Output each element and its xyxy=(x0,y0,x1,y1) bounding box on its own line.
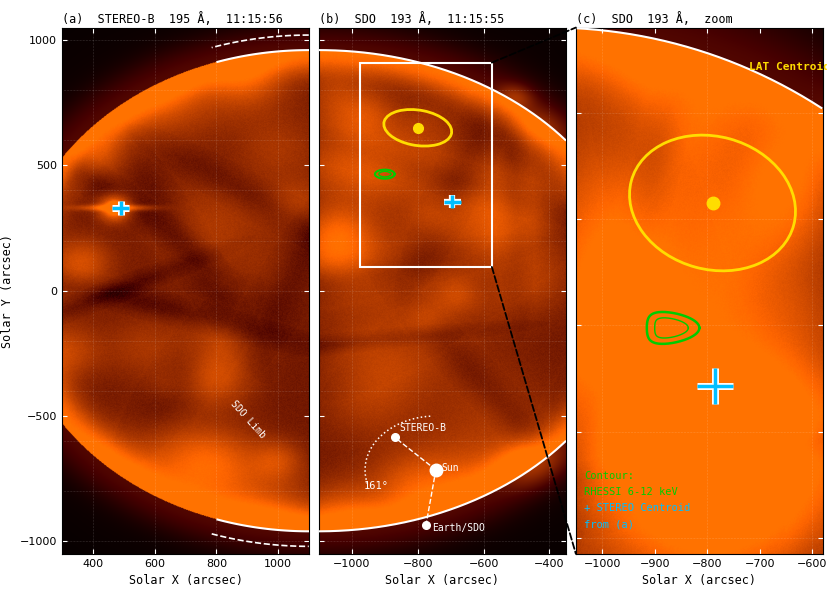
Text: + STEREO Centroid: + STEREO Centroid xyxy=(584,503,690,513)
Y-axis label: Solar Y (arcsec): Solar Y (arcsec) xyxy=(1,234,14,348)
Text: (b)  SDO  193 Å,  11:15:55: (b) SDO 193 Å, 11:15:55 xyxy=(319,12,504,26)
Text: Contour:: Contour: xyxy=(584,471,633,482)
X-axis label: Solar X (arcsec): Solar X (arcsec) xyxy=(128,574,242,588)
Text: LAT Centroid: LAT Centroid xyxy=(749,62,827,72)
Text: from (a): from (a) xyxy=(584,519,633,529)
Bar xyxy=(360,62,492,267)
X-axis label: Solar X (arcsec): Solar X (arcsec) xyxy=(385,574,500,588)
Text: Earth/SDO: Earth/SDO xyxy=(432,523,485,533)
Text: (a)  STEREO-B  195 Å,  11:15:56: (a) STEREO-B 195 Å, 11:15:56 xyxy=(62,12,283,26)
Text: Sun: Sun xyxy=(442,463,460,473)
Text: STEREO-B: STEREO-B xyxy=(399,423,447,433)
X-axis label: Solar X (arcsec): Solar X (arcsec) xyxy=(643,574,757,588)
Text: SDO Limb: SDO Limb xyxy=(229,399,268,441)
Text: (c)  SDO  193 Å,  zoom: (c) SDO 193 Å, zoom xyxy=(576,12,733,26)
Text: 161°: 161° xyxy=(363,480,389,491)
Text: RHESSI 6-12 keV: RHESSI 6-12 keV xyxy=(584,487,677,498)
